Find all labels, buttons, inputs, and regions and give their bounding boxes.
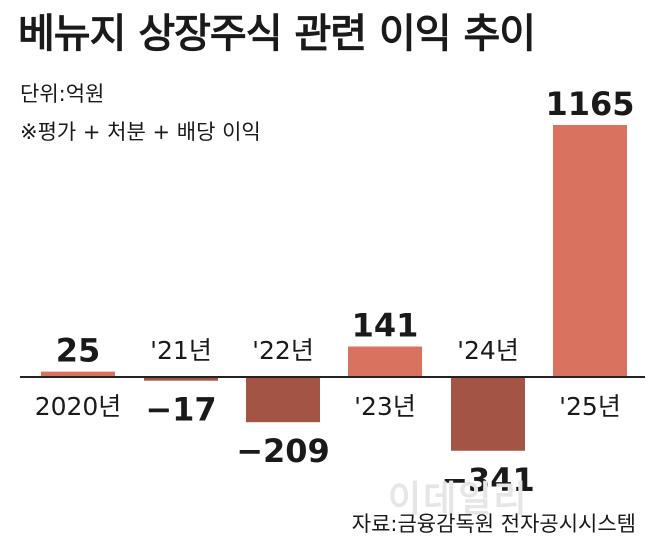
bars-group [41,125,627,451]
bar-0 [41,371,115,377]
bar-5 [553,125,627,377]
category-label-0: 2020년 [35,392,122,421]
unit-label: 단위:억원 [20,82,105,106]
bar-1 [144,377,218,381]
category-label-5: '25년 [559,392,621,421]
value-label-2: −209 [236,432,330,470]
watermark: 이데일리 [388,479,529,520]
bar-4 [451,377,525,451]
bar-3 [348,346,422,377]
category-label-3: '23년 [354,392,416,421]
value-label-5: 1165 [545,85,634,123]
category-label-4: '24년 [457,336,519,365]
bar-2 [246,377,320,423]
category-label-2: '22년 [252,336,314,365]
chart-title: 베뉴지 상장주식 관련 이익 추이 [18,11,536,57]
value-label-4: −341 [441,461,535,499]
value-label-1: −17 [145,391,216,429]
chart-note: ※평가 + 처분 + 배당 이익 [20,120,261,144]
category-label-1: '21년 [150,336,212,365]
value-label-0: 25 [56,332,101,370]
value-label-3: 141 [352,307,419,345]
labels-group: 25 2020년 −17 '21년 −209 '22년 141 '23년 −341 '24년 116… [35,85,635,499]
source-label: 자료:금융감독원 전자공시시스템 [351,512,636,536]
